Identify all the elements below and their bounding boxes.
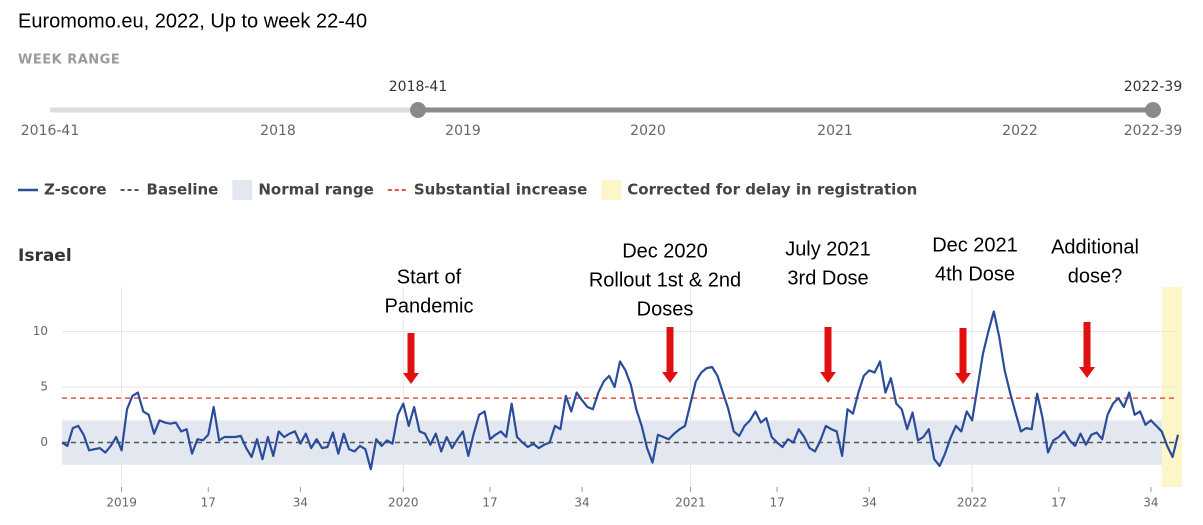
page-title: Euromomo.eu, 2022, Up to week 22-40 — [18, 10, 367, 32]
annotation-text: Additional — [1051, 236, 1139, 258]
x-tick-label: 34 — [862, 496, 877, 510]
z-score-line — [61, 310, 1180, 471]
x-tick-label: 17 — [769, 496, 784, 510]
x-tick-label: 2020 — [388, 496, 419, 510]
annotation-arrow-head — [403, 373, 419, 384]
y-tick-label: 5 — [40, 380, 48, 394]
x-tick-label: 2022 — [957, 496, 988, 510]
range-end: 2022-39 — [1124, 79, 1183, 95]
x-tick-label: 17 — [1051, 496, 1066, 510]
annotation-text: Dec 2020 — [622, 240, 708, 262]
legend-swatch — [232, 180, 253, 200]
annotation-text: July 2021 — [785, 238, 871, 260]
range-axis-label: 2021 — [817, 123, 853, 139]
legend-label: Normal range — [258, 181, 373, 199]
range-axis-label: 2016-41 — [21, 123, 80, 139]
annotation-text: Dec 2021 — [932, 234, 1018, 256]
range-axis-label: 2022-39 — [1124, 123, 1183, 139]
y-tick-label: 0 — [40, 435, 48, 449]
annotation-arrow-shaft — [824, 327, 832, 373]
annotation-arrow-head — [1079, 367, 1095, 378]
range-start: 2018-41 — [389, 79, 448, 95]
annotation-arrow-head — [820, 372, 836, 383]
range-axis-label: 2018 — [260, 123, 296, 139]
annotation-text: 4th Dose — [935, 263, 1015, 285]
annotation-text: Doses — [637, 298, 694, 320]
annotation-text: 3rd Dose — [787, 267, 868, 289]
annotation-arrow-head — [955, 373, 971, 384]
legend-label: Baseline — [147, 181, 219, 199]
annotation-arrow-shaft — [1083, 322, 1091, 368]
annotation-text: Rollout 1st & 2nd — [589, 269, 741, 291]
x-tick-label: 34 — [574, 496, 589, 510]
annotation-text: dose? — [1068, 265, 1123, 287]
range-axis-label: 2022 — [1002, 123, 1038, 139]
legend-label: Z-score — [44, 181, 107, 199]
legend-label: Substantial increase — [414, 181, 587, 199]
x-tick-label: 2021 — [675, 496, 706, 510]
annotation-arrow-shaft — [407, 333, 415, 374]
annotation-arrow-shaft — [666, 327, 674, 373]
x-tick-label: 34 — [293, 496, 308, 510]
y-tick-label: 10 — [33, 324, 48, 338]
chart-title: Israel — [18, 246, 72, 266]
x-tick-label: 17 — [482, 496, 497, 510]
annotation-arrow-shaft — [959, 328, 967, 374]
range-axis-label: 2019 — [445, 123, 481, 139]
legend-label: Corrected for delay in registration — [627, 181, 917, 199]
week-range-label: WEEK RANGE — [18, 53, 120, 68]
range-handle-end[interactable] — [1145, 102, 1161, 118]
legend-swatch — [601, 180, 622, 200]
x-tick-label: 2019 — [106, 496, 137, 510]
range-handle-start[interactable] — [410, 102, 426, 118]
x-tick-label: 34 — [1143, 496, 1158, 510]
annotation-arrow-head — [662, 372, 678, 383]
x-tick-label: 17 — [201, 496, 216, 510]
annotation-text: Pandemic — [385, 295, 474, 317]
range-axis-label: 2020 — [630, 123, 666, 139]
annotation-text: Start of — [397, 266, 462, 288]
